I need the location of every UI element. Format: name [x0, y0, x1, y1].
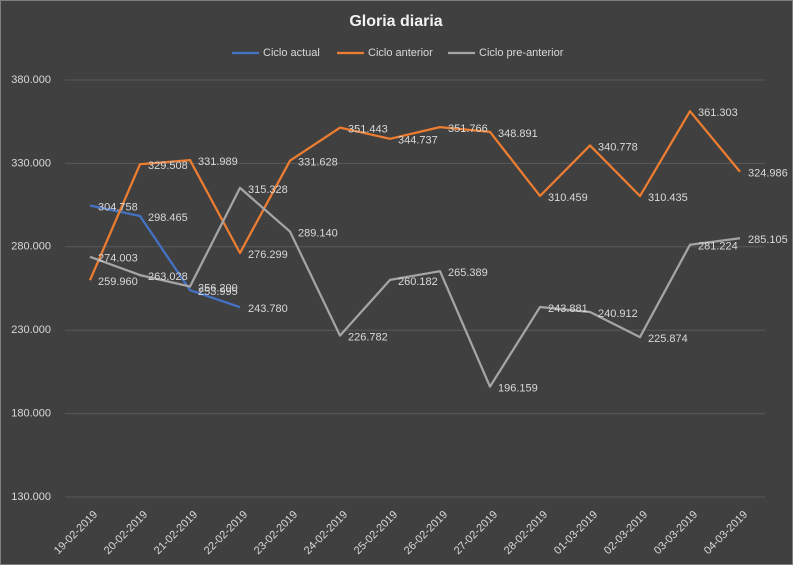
data-label: 351.443: [348, 124, 388, 136]
y-tick-label: 330.000: [11, 157, 51, 169]
y-tick-label: 180.000: [11, 408, 51, 420]
data-label: 289.140: [298, 227, 338, 239]
data-label: 256.200: [198, 282, 238, 294]
data-label: 324.986: [748, 168, 788, 180]
data-label: 243.780: [248, 303, 288, 315]
data-label: 310.435: [648, 192, 688, 204]
data-label: 226.782: [348, 331, 388, 343]
data-label: 310.459: [548, 192, 588, 204]
data-label: 196.159: [498, 383, 538, 395]
series-line: [88, 110, 741, 281]
data-label: 331.628: [298, 157, 338, 169]
data-label: 259.960: [98, 276, 138, 288]
data-label: 263.028: [148, 271, 188, 283]
data-label: 276.299: [248, 249, 288, 261]
data-label: 315.328: [248, 184, 288, 196]
data-label: 281.224: [698, 241, 738, 253]
data-label: 348.891: [498, 128, 538, 140]
data-label: 274.003: [98, 253, 138, 265]
legend-label: Ciclo anterior: [368, 47, 433, 59]
data-label: 329.508: [148, 160, 188, 172]
data-label: 340.778: [598, 141, 638, 153]
legend-label: Ciclo actual: [263, 47, 320, 59]
y-tick-label: 230.000: [11, 324, 51, 336]
data-label: 298.465: [148, 212, 188, 224]
data-label: 265.389: [448, 267, 488, 279]
data-label: 253.995: [198, 286, 238, 298]
data-label: 285.105: [748, 234, 788, 246]
legend-label: Ciclo pre-anterior: [479, 47, 564, 59]
data-label: 304.758: [98, 201, 138, 213]
data-label: 240.912: [598, 308, 638, 320]
data-label: 361.303: [698, 107, 738, 119]
y-tick-label: 130.000: [11, 491, 51, 503]
data-label: 351.766: [448, 123, 488, 135]
series-line: [89, 204, 241, 309]
chart-title: Gloria diaria: [349, 13, 442, 30]
data-label: 331.989: [198, 156, 238, 168]
data-label: 225.874: [648, 333, 688, 345]
data-label: 344.737: [398, 135, 438, 147]
y-tick-label: 280.000: [11, 241, 51, 253]
series-line: [89, 186, 741, 388]
data-label: 243.881: [548, 303, 588, 315]
data-label: 260.182: [398, 276, 438, 288]
y-tick-label: 380.000: [11, 74, 51, 86]
